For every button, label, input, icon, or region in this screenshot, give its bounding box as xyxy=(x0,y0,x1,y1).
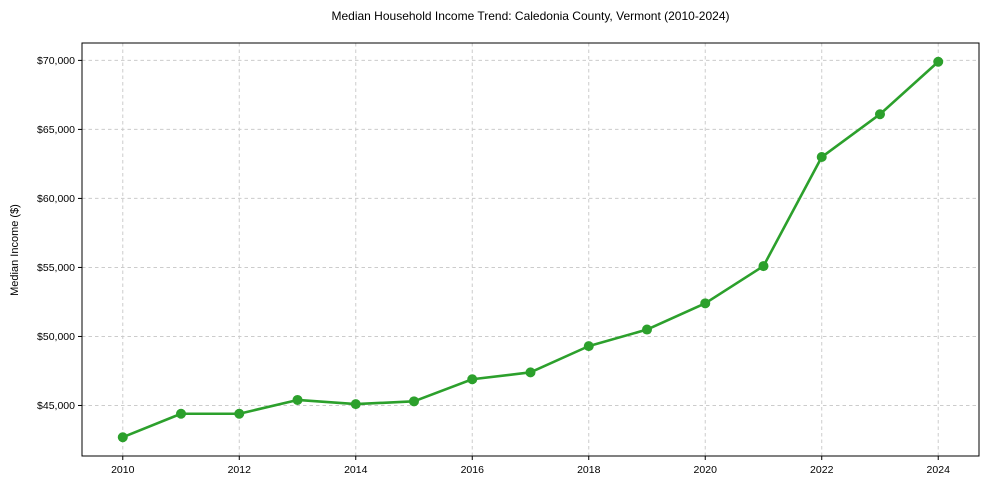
x-tick-label: 2018 xyxy=(577,464,601,476)
data-point-2019 xyxy=(641,324,652,335)
y-tick-label: $65,000 xyxy=(37,124,75,136)
data-point-2013 xyxy=(292,394,303,405)
data-point-2021 xyxy=(758,261,769,272)
x-tick-label: 2012 xyxy=(228,464,252,476)
data-point-2017 xyxy=(525,367,536,378)
x-tick-label: 2020 xyxy=(694,464,718,476)
data-point-2012 xyxy=(234,408,245,419)
data-point-2010 xyxy=(117,432,128,443)
x-tick-label: 2010 xyxy=(111,464,135,476)
x-tick-label: 2016 xyxy=(461,464,485,476)
data-point-2020 xyxy=(700,298,711,309)
data-point-2018 xyxy=(583,341,594,352)
data-point-2022 xyxy=(816,152,827,163)
data-point-2015 xyxy=(409,396,420,407)
y-tick-label: $50,000 xyxy=(37,331,75,343)
y-tick-label: $70,000 xyxy=(37,55,75,67)
data-point-2016 xyxy=(467,374,478,385)
plot-border xyxy=(81,42,980,457)
y-tick-label: $60,000 xyxy=(37,193,75,205)
x-tick-label: 2022 xyxy=(810,464,834,476)
x-tick-label: 2024 xyxy=(927,464,951,476)
trend-line xyxy=(121,60,940,439)
chart-title: Median Household Income Trend: Caledonia… xyxy=(331,9,730,23)
data-point-2011 xyxy=(176,408,187,419)
data-point-2024 xyxy=(933,56,944,67)
y-tick-label: $45,000 xyxy=(37,400,75,412)
data-point-2014 xyxy=(350,399,361,410)
data-point-2023 xyxy=(874,109,885,120)
y-tick-label: $55,000 xyxy=(37,262,75,274)
x-tick-label: 2014 xyxy=(344,464,368,476)
